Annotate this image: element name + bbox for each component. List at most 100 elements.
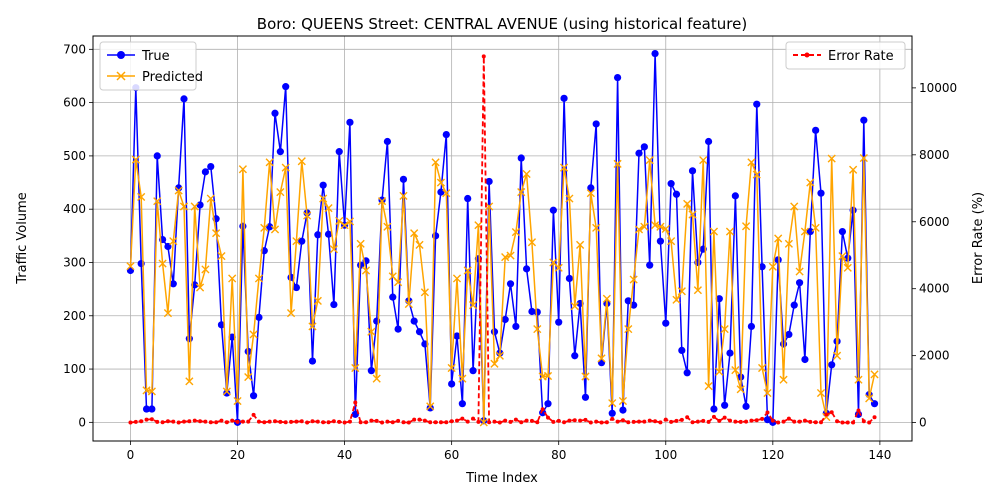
error-rate-point xyxy=(556,418,561,423)
true-point xyxy=(544,400,552,408)
predicted-point xyxy=(190,202,199,211)
true-point xyxy=(378,196,386,204)
predicted-point xyxy=(361,266,371,275)
predicted-point xyxy=(244,372,253,382)
true-point xyxy=(314,231,322,239)
predicted-point xyxy=(800,227,810,236)
predicted-point xyxy=(645,156,654,165)
error-rate-point xyxy=(642,419,647,424)
legend-error-marker xyxy=(804,52,810,58)
predicted-point xyxy=(522,169,531,179)
error-rate-point xyxy=(599,420,604,425)
error-rate-point xyxy=(851,420,856,425)
true-point xyxy=(742,402,750,410)
error-rate-point xyxy=(792,419,797,424)
true-point xyxy=(630,301,638,309)
error-rate-point xyxy=(481,54,486,59)
error-rate-point xyxy=(695,419,700,424)
predicted-point xyxy=(351,363,360,373)
error-rate-point xyxy=(433,420,438,425)
true-point xyxy=(565,274,574,283)
legend-right: Error Rate xyxy=(785,41,906,70)
predicted-point xyxy=(452,274,462,283)
error-rate-point xyxy=(283,420,288,425)
predicted-point xyxy=(292,237,301,246)
true-point xyxy=(635,149,643,157)
true-point xyxy=(533,308,541,316)
error-rate-point xyxy=(669,419,674,424)
predicted-point xyxy=(195,283,205,292)
predicted-point xyxy=(169,237,178,246)
predicted-point xyxy=(752,170,761,179)
predicted-point xyxy=(741,222,751,231)
error-rate-point xyxy=(246,419,251,424)
error-rate-point xyxy=(631,419,636,424)
true-point xyxy=(415,328,424,336)
true-point xyxy=(431,232,440,240)
error-rate-point xyxy=(331,419,336,424)
error-rate-point xyxy=(438,420,443,425)
error-rate-point xyxy=(701,418,706,423)
predicted-point xyxy=(865,394,874,403)
predicted-point xyxy=(790,202,799,211)
predicted-point xyxy=(447,363,456,373)
predicted-point xyxy=(501,253,510,262)
predicted-point xyxy=(661,224,670,234)
error-rate-point xyxy=(722,415,727,420)
true-point xyxy=(308,357,317,365)
error-rate-point xyxy=(455,418,459,423)
error-rate-point xyxy=(358,420,363,425)
predicted-point xyxy=(715,367,724,376)
predicted-point xyxy=(656,222,665,231)
true-point xyxy=(394,325,402,333)
predicted-point xyxy=(372,374,381,383)
error-rate-point xyxy=(604,420,609,425)
predicted-point xyxy=(849,165,858,174)
true-point xyxy=(608,409,616,417)
true-point xyxy=(464,194,472,203)
true-point xyxy=(410,317,418,325)
error-rate-point xyxy=(342,420,347,425)
predicted-point xyxy=(201,265,210,274)
true-point xyxy=(153,152,161,160)
true-point xyxy=(753,100,761,108)
predicted-point xyxy=(570,302,579,311)
true-point xyxy=(298,237,306,245)
error-rate-point xyxy=(422,418,427,423)
predicted-point xyxy=(768,262,777,271)
true-point xyxy=(838,227,847,236)
true-point xyxy=(683,369,691,377)
predicted-point xyxy=(506,251,515,260)
predicted-point xyxy=(602,294,611,303)
true-point xyxy=(319,181,327,189)
predicted-point xyxy=(640,222,649,231)
true-point xyxy=(795,279,804,287)
true-point xyxy=(581,393,590,401)
error-rate-point xyxy=(524,418,529,423)
predicted-point xyxy=(174,186,183,195)
error-rate-point xyxy=(690,420,695,425)
predicted-point xyxy=(586,189,595,198)
predicted-point xyxy=(827,154,836,163)
error-rate-point xyxy=(749,418,754,423)
predicted-point xyxy=(222,387,231,396)
error-rate-point xyxy=(503,418,508,423)
predicted-point xyxy=(185,377,194,386)
error-rate-point xyxy=(444,420,449,425)
y2-tick-label: 6000 xyxy=(919,215,950,229)
true-point xyxy=(324,230,333,238)
error-rate-point xyxy=(551,419,556,424)
true-point xyxy=(774,256,782,264)
y-tick-label: 700 xyxy=(63,42,86,56)
true-point xyxy=(571,352,579,360)
true-point xyxy=(710,405,718,413)
y-tick-label: 300 xyxy=(63,255,86,269)
predicted-point xyxy=(854,375,863,384)
predicted-point xyxy=(147,387,156,396)
predicted-point xyxy=(313,296,322,305)
true-point xyxy=(624,297,632,305)
plot-frame xyxy=(92,35,913,442)
x-tick-label: 100 xyxy=(654,448,677,462)
error-rate-point xyxy=(610,416,615,421)
predicted-point xyxy=(832,351,842,360)
